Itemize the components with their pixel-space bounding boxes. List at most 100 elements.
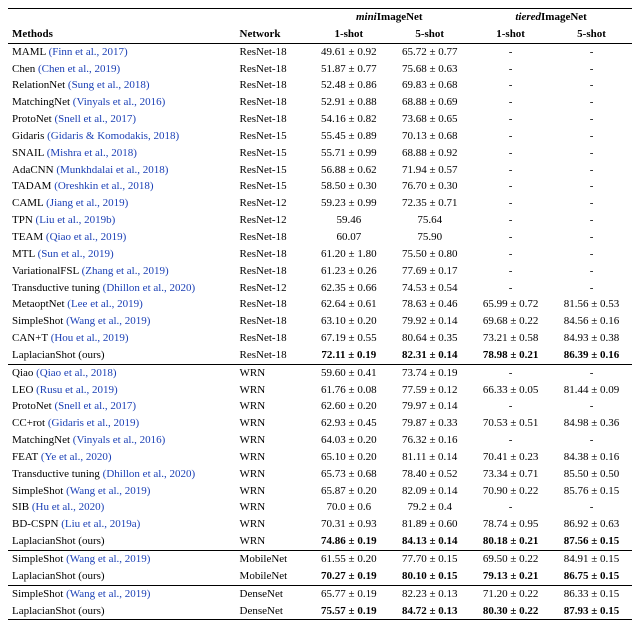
citation-link[interactable]: (Gidaris & Komodakis, 2018) bbox=[47, 130, 179, 142]
network-cell: ResNet-18 bbox=[236, 347, 309, 364]
citation-link[interactable]: (Snell et al., 2017) bbox=[54, 400, 136, 412]
value-cell: - bbox=[551, 263, 632, 280]
table-row: CC+rot (Gidaris et al., 2019)WRN62.93 ± … bbox=[8, 415, 632, 432]
method-cell: LEO (Rusu et al., 2019) bbox=[8, 382, 236, 399]
value-cell: 77.70 ± 0.15 bbox=[389, 551, 470, 568]
value-cell: 84.93 ± 0.38 bbox=[551, 330, 632, 347]
value-cell: - bbox=[470, 43, 551, 60]
citation-link[interactable]: (Munkhdalai et al., 2018) bbox=[56, 164, 168, 176]
value-cell: 84.91 ± 0.15 bbox=[551, 551, 632, 568]
table-row: SimpleShot (Wang et al., 2019)WRN65.87 ±… bbox=[8, 483, 632, 500]
network-cell: ResNet-18 bbox=[236, 111, 309, 128]
method-cell: Chen (Chen et al., 2019) bbox=[8, 61, 236, 78]
citation-link[interactable]: (Wang et al., 2019) bbox=[66, 315, 150, 327]
citation-link[interactable]: (Oreshkin et al., 2018) bbox=[54, 180, 153, 192]
table-row: VariationalFSL (Zhang et al., 2019)ResNe… bbox=[8, 263, 632, 280]
method-cell: FEAT (Ye et al., 2020) bbox=[8, 449, 236, 466]
network-cell: ResNet-12 bbox=[236, 195, 309, 212]
citation-link[interactable]: (Rusu et al., 2019) bbox=[36, 384, 118, 396]
method-cell: CC+rot (Gidaris et al., 2019) bbox=[8, 415, 236, 432]
method-cell: MAML (Finn et al., 2017) bbox=[8, 43, 236, 60]
citation-link[interactable]: (Finn et al., 2017) bbox=[49, 46, 128, 58]
network-cell: ResNet-15 bbox=[236, 162, 309, 179]
value-cell: 65.73 ± 0.68 bbox=[308, 466, 389, 483]
table-row: SIB (Hu et al., 2020)WRN70.0 ± 0.679.2 ±… bbox=[8, 499, 632, 516]
value-cell: - bbox=[551, 111, 632, 128]
value-cell: 70.41 ± 0.23 bbox=[470, 449, 551, 466]
value-cell: 70.53 ± 0.51 bbox=[470, 415, 551, 432]
table-row: Transductive tuning (Dhillon et al., 202… bbox=[8, 280, 632, 297]
value-cell: 49.61 ± 0.92 bbox=[308, 43, 389, 60]
method-cell: Qiao (Qiao et al., 2018) bbox=[8, 364, 236, 381]
citation-link[interactable]: (Mishra et al., 2018) bbox=[47, 147, 137, 159]
citation-link[interactable]: (Jiang et al., 2019) bbox=[46, 197, 128, 209]
value-cell: - bbox=[470, 162, 551, 179]
citation-link[interactable]: (Hou et al., 2019) bbox=[51, 332, 129, 344]
value-cell: 75.57 ± 0.19 bbox=[308, 603, 389, 620]
citation-link[interactable]: (Sun et al., 2019) bbox=[38, 248, 114, 260]
method-cell: LaplacianShot (ours) bbox=[8, 533, 236, 550]
network-cell: ResNet-18 bbox=[236, 43, 309, 60]
citation-link[interactable]: (Vinyals et al., 2016) bbox=[73, 96, 166, 108]
citation-link[interactable]: (Wang et al., 2019) bbox=[66, 588, 150, 600]
method-cell: CAN+T (Hou et al., 2019) bbox=[8, 330, 236, 347]
citation-link[interactable]: (Qiao et al., 2018) bbox=[36, 367, 116, 379]
method-cell: CAML (Jiang et al., 2019) bbox=[8, 195, 236, 212]
citation-link[interactable]: (Gidaris et al., 2019) bbox=[48, 417, 139, 429]
value-cell: 84.38 ± 0.16 bbox=[551, 449, 632, 466]
value-cell: 78.40 ± 0.52 bbox=[389, 466, 470, 483]
value-cell: - bbox=[551, 364, 632, 381]
method-cell: TEAM (Qiao et al., 2019) bbox=[8, 229, 236, 246]
citation-link[interactable]: (Liu et al., 2019b) bbox=[36, 214, 116, 226]
citation-link[interactable]: (Qiao et al., 2019) bbox=[46, 231, 126, 243]
citation-link[interactable]: (Zhang et al., 2019) bbox=[82, 265, 169, 277]
network-cell: ResNet-18 bbox=[236, 246, 309, 263]
citation-link[interactable]: (Liu et al., 2019a) bbox=[61, 518, 140, 530]
network-cell: ResNet-18 bbox=[236, 229, 309, 246]
value-cell: 73.74 ± 0.19 bbox=[389, 364, 470, 381]
citation-link[interactable]: (Hu et al., 2020) bbox=[32, 501, 104, 513]
value-cell: 78.63 ± 0.46 bbox=[389, 296, 470, 313]
value-cell: 78.98 ± 0.21 bbox=[470, 347, 551, 364]
citation-link[interactable]: (Wang et al., 2019) bbox=[66, 485, 150, 497]
network-cell: ResNet-18 bbox=[236, 263, 309, 280]
value-cell: 87.56 ± 0.15 bbox=[551, 533, 632, 550]
header-miniimagenet: miniImageNet bbox=[308, 9, 470, 26]
network-cell: ResNet-18 bbox=[236, 330, 309, 347]
value-cell: 55.45 ± 0.89 bbox=[308, 128, 389, 145]
citation-link[interactable]: (Lee et al., 2019) bbox=[67, 298, 142, 310]
value-cell: 64.03 ± 0.20 bbox=[308, 432, 389, 449]
value-cell: 65.77 ± 0.19 bbox=[308, 585, 389, 602]
citation-link[interactable]: (Sung et al., 2018) bbox=[68, 79, 150, 91]
table-row: CAML (Jiang et al., 2019)ResNet-1259.23 … bbox=[8, 195, 632, 212]
method-cell: LaplacianShot (ours) bbox=[8, 603, 236, 620]
citation-link[interactable]: (Dhillon et al., 2020) bbox=[103, 282, 196, 294]
citation-link[interactable]: (Wang et al., 2019) bbox=[66, 553, 150, 565]
value-cell: 70.0 ± 0.6 bbox=[308, 499, 389, 516]
table-row: MetaoptNet (Lee et al., 2019)ResNet-1862… bbox=[8, 296, 632, 313]
table-row: Transductive tuning (Dhillon et al., 202… bbox=[8, 466, 632, 483]
value-cell: - bbox=[470, 111, 551, 128]
network-cell: ResNet-15 bbox=[236, 178, 309, 195]
value-cell: 79.13 ± 0.21 bbox=[470, 568, 551, 585]
citation-link[interactable]: (Chen et al., 2019) bbox=[38, 63, 120, 75]
citation-link[interactable]: (Dhillon et al., 2020) bbox=[103, 468, 196, 480]
value-cell: 79.87 ± 0.33 bbox=[389, 415, 470, 432]
value-cell: 61.23 ± 0.26 bbox=[308, 263, 389, 280]
value-cell: 70.13 ± 0.68 bbox=[389, 128, 470, 145]
value-cell: - bbox=[470, 263, 551, 280]
table-row: LaplacianShot (ours)ResNet-1872.11 ± 0.1… bbox=[8, 347, 632, 364]
value-cell: 52.48 ± 0.86 bbox=[308, 77, 389, 94]
citation-link[interactable]: (Snell et al., 2017) bbox=[54, 113, 136, 125]
value-cell: 81.44 ± 0.09 bbox=[551, 382, 632, 399]
table-row: RelationNet (Sung et al., 2018)ResNet-18… bbox=[8, 77, 632, 94]
citation-link[interactable]: (Ye et al., 2020) bbox=[41, 451, 112, 463]
network-cell: MobileNet bbox=[236, 551, 309, 568]
value-cell: 61.20 ± 1.80 bbox=[308, 246, 389, 263]
value-cell: 81.11 ± 0.14 bbox=[389, 449, 470, 466]
value-cell: 84.72 ± 0.13 bbox=[389, 603, 470, 620]
header-tiered-1shot: 1-shot bbox=[470, 26, 551, 43]
citation-link[interactable]: (Vinyals et al., 2016) bbox=[73, 434, 166, 446]
value-cell: 73.34 ± 0.71 bbox=[470, 466, 551, 483]
method-cell: ProtoNet (Snell et al., 2017) bbox=[8, 111, 236, 128]
